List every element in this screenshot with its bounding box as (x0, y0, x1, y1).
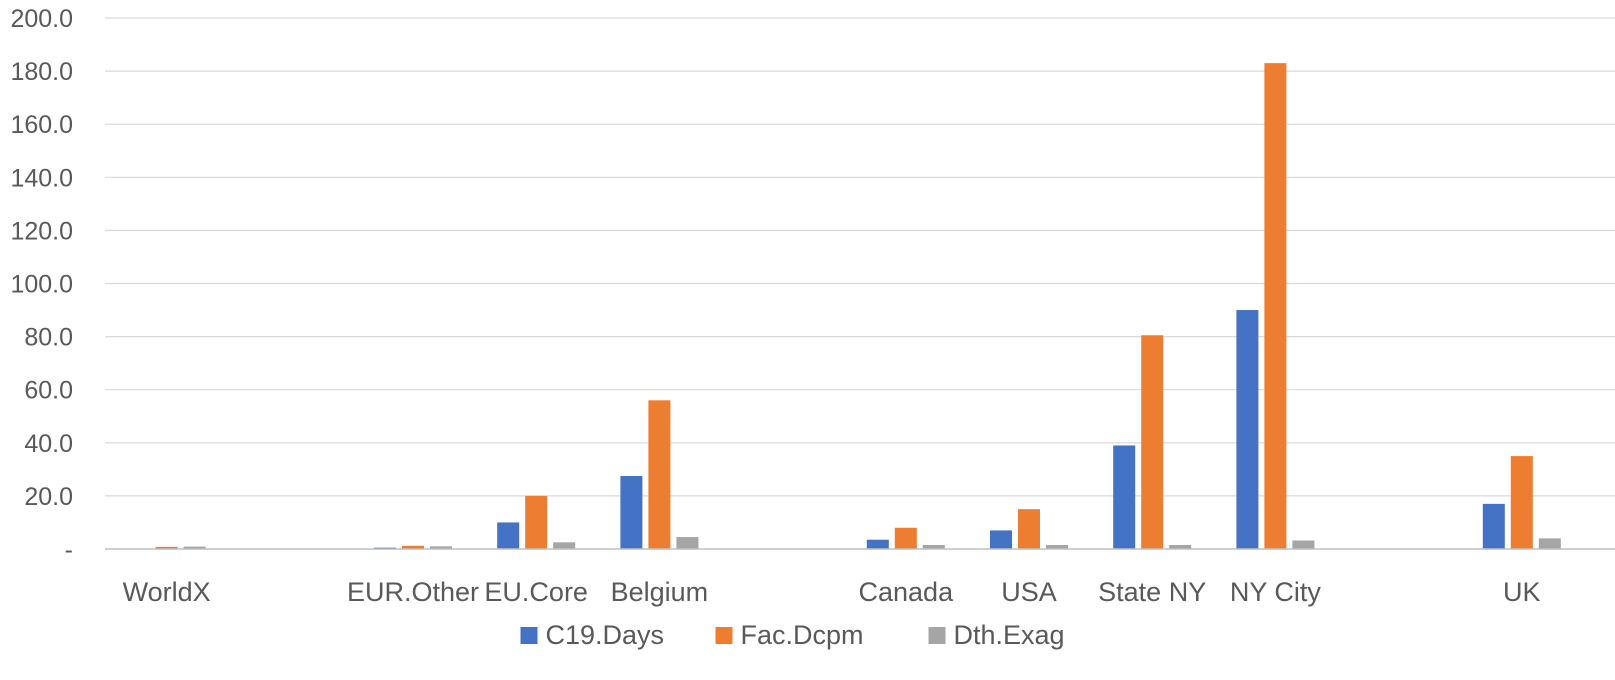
y-axis-ticks: - 20.0 40.0 60.0 80.0 100.0 120.0 140.0 160.0 180… (10, 5, 73, 564)
bar-dth-exag (183, 546, 206, 549)
bar-c19-days (620, 475, 643, 549)
x-axis-categories: WorldX EUR.Other EU.Core Belgium Canada USA St… (123, 577, 1541, 607)
y-tick-label: - (65, 536, 73, 564)
bar-c19-days (497, 522, 520, 549)
bar-c19-days (1236, 310, 1259, 549)
bar-dth-exag (1538, 538, 1561, 549)
gridlines (105, 17, 1615, 497)
y-tick-label: 40.0 (24, 430, 73, 458)
legend-swatch (520, 627, 538, 644)
bar-fac-dcpm (1264, 63, 1287, 549)
legend: C19.Days Fac.Dcpm Dth.Exag (520, 620, 1065, 650)
bar-fac-dcpm (648, 400, 671, 549)
bar-fac-dcpm (525, 495, 548, 549)
bar-fac-dcpm (1141, 335, 1164, 549)
bar-fac-dcpm (894, 527, 917, 549)
bar-fac-dcpm (155, 546, 178, 549)
y-tick-label: 60.0 (24, 377, 73, 405)
bar-dth-exag (430, 546, 452, 549)
bar-dth-exag (1046, 545, 1068, 549)
bar-fac-dcpm (402, 545, 424, 549)
x-category-label: USA (1001, 577, 1057, 607)
bar-dth-exag (922, 545, 945, 549)
y-tick-label: 160.0 (10, 111, 73, 139)
legend-swatch (928, 627, 946, 644)
y-tick-label: 200.0 (10, 5, 73, 33)
bar-c19-days (1113, 445, 1136, 549)
x-category-label: NY City (1230, 577, 1322, 607)
x-category-label: EUR.Other (347, 577, 479, 607)
y-tick-label: 80.0 (24, 324, 73, 352)
x-category-label: Canada (859, 577, 955, 607)
bar-dth-exag (676, 537, 699, 549)
bar-c19-days (866, 539, 889, 549)
legend-label: Dth.Exag (954, 620, 1065, 650)
bar-fac-dcpm (1510, 456, 1533, 549)
x-category-label: UK (1503, 577, 1541, 607)
bar-c19-days (990, 530, 1012, 549)
x-category-label: Belgium (611, 577, 709, 607)
y-tick-label: 140.0 (10, 164, 73, 192)
bar-fac-dcpm (1018, 509, 1040, 549)
y-tick-label: 20.0 (24, 483, 73, 511)
x-category-label: State NY (1098, 577, 1206, 607)
bars (155, 63, 1561, 549)
bar-dth-exag (553, 542, 576, 549)
y-tick-label: 120.0 (10, 217, 73, 245)
bar-dth-exag (1169, 545, 1192, 549)
legend-label: Fac.Dcpm (741, 620, 864, 650)
x-category-label: WorldX (123, 577, 211, 607)
legend-swatch (715, 627, 733, 644)
bar-c19-days (1482, 503, 1505, 549)
x-category-label: EU.Core (484, 577, 588, 607)
y-tick-label: 100.0 (10, 271, 73, 299)
legend-label: C19.Days (546, 620, 665, 650)
bar-dth-exag (1292, 540, 1315, 549)
y-tick-label: 180.0 (10, 58, 73, 86)
